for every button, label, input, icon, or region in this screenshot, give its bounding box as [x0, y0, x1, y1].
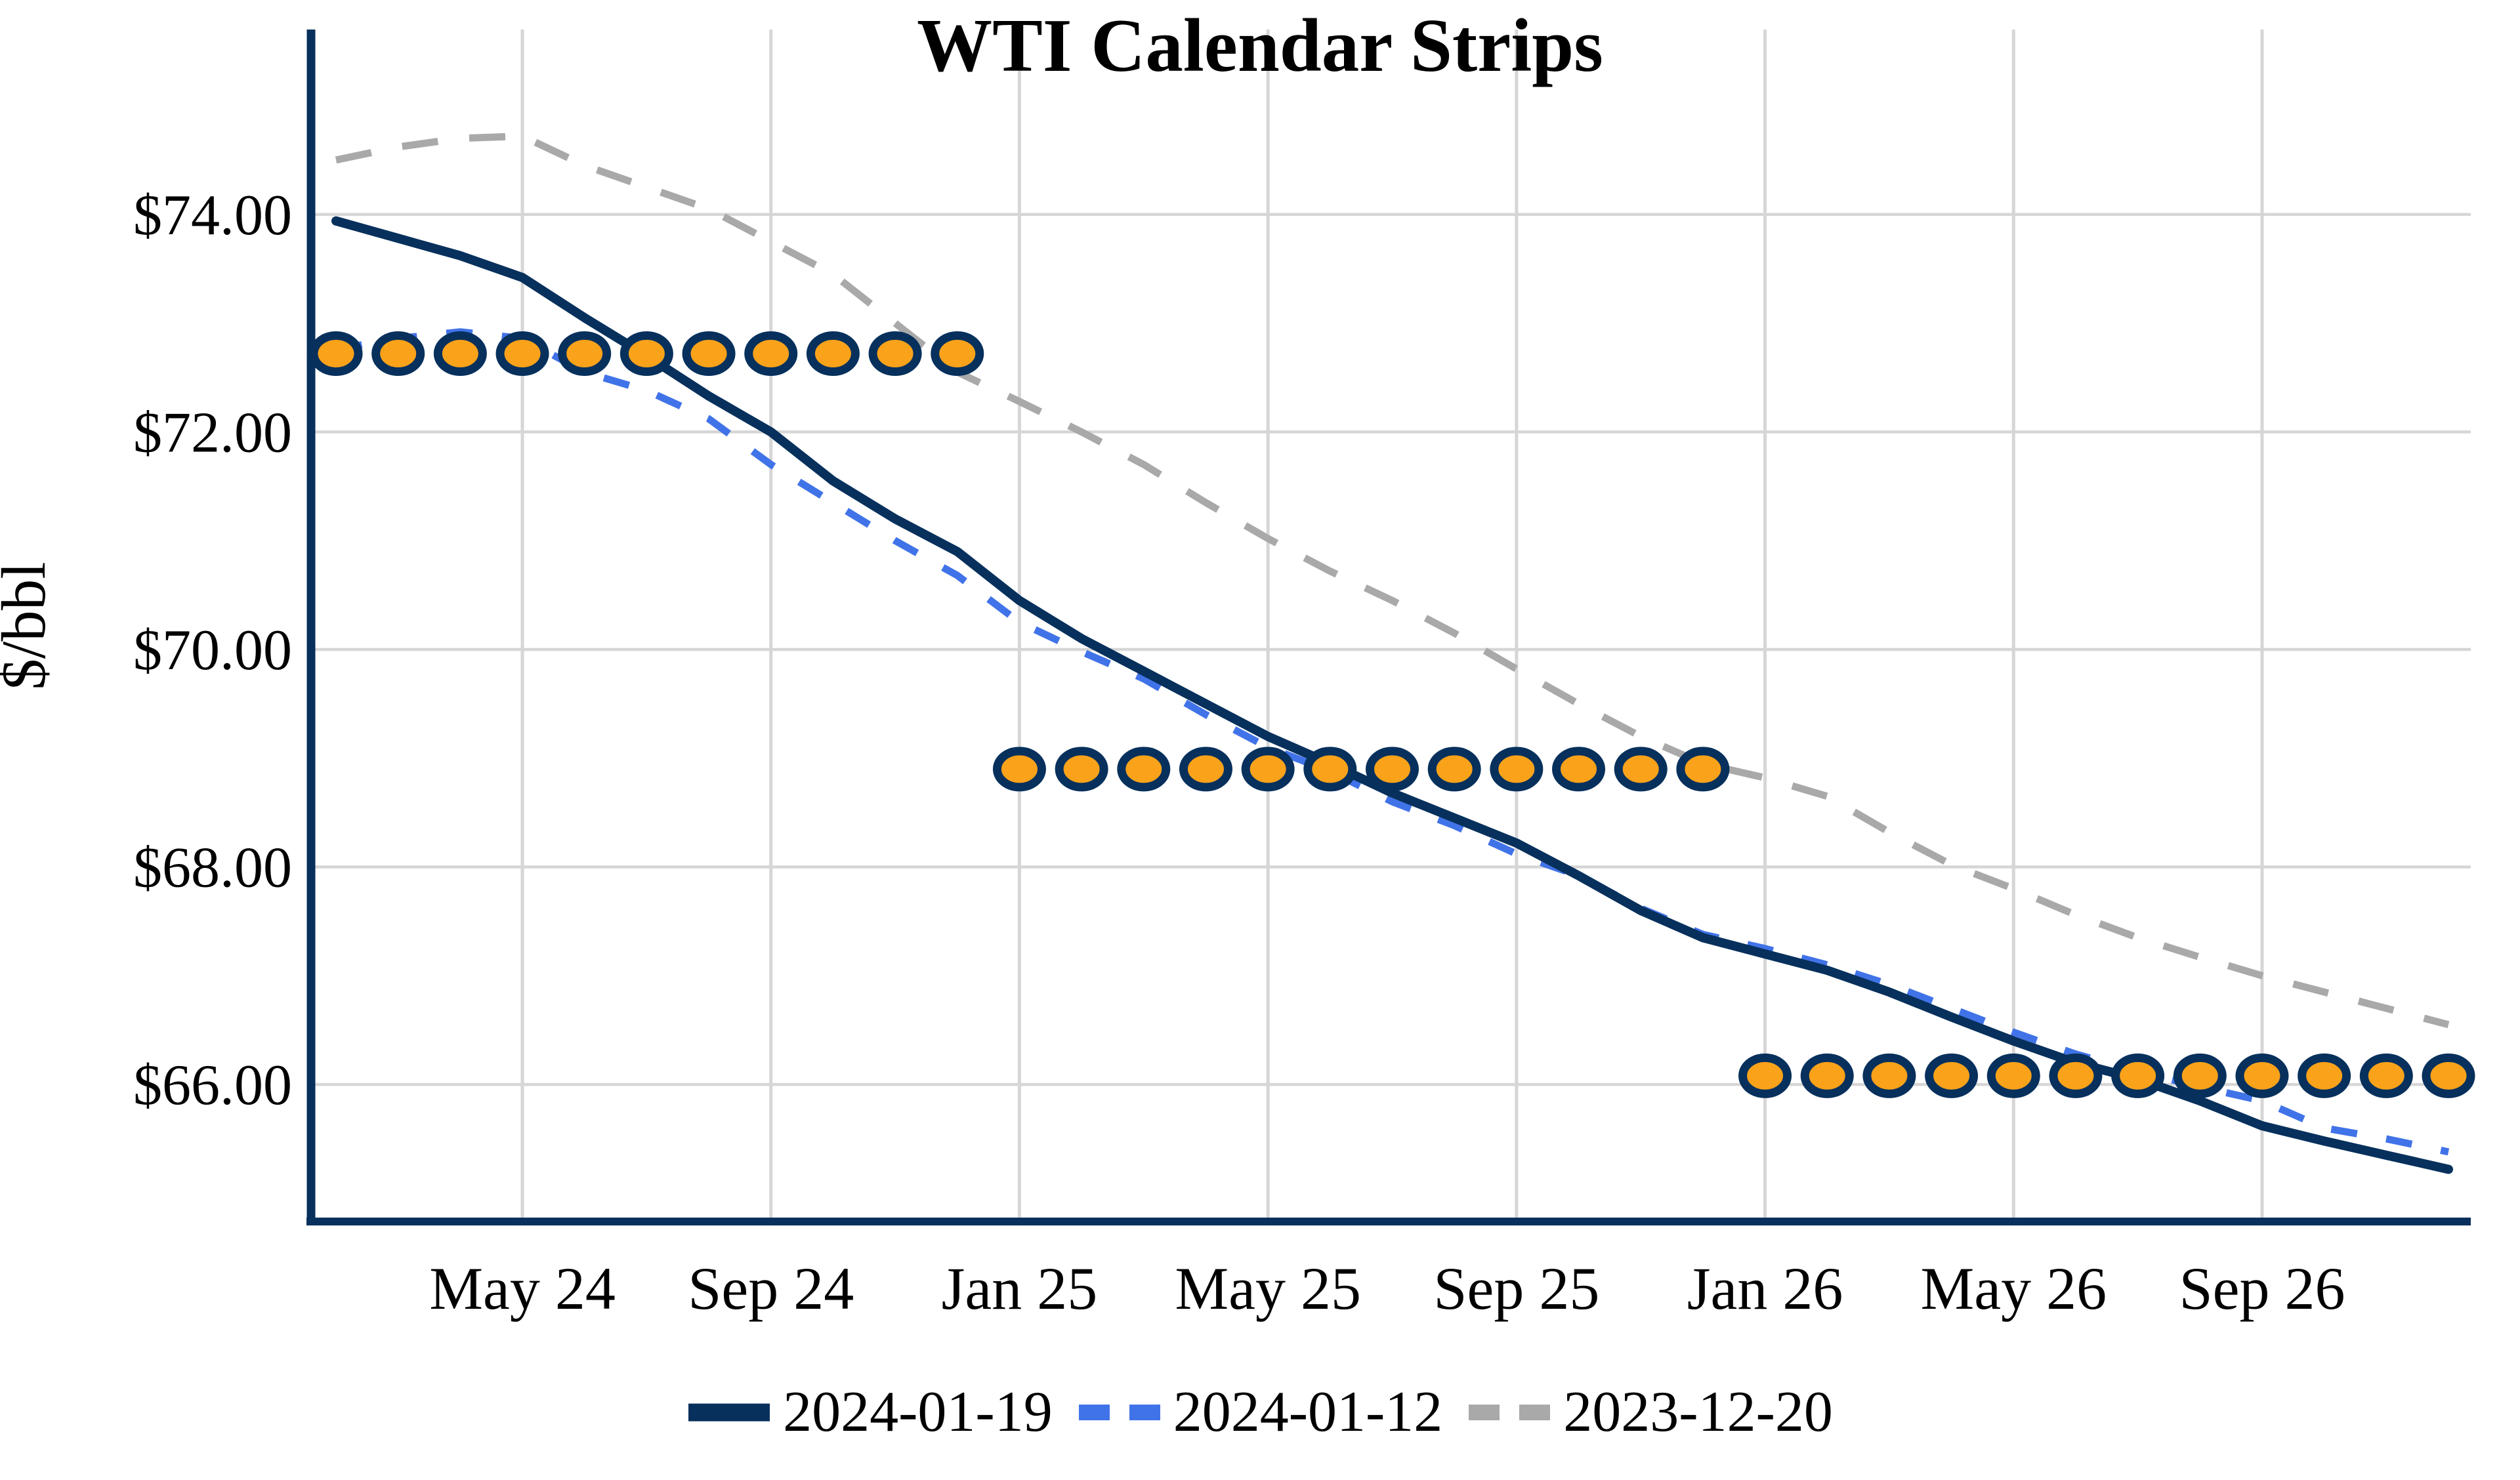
tick-label-layer: $74.00 $72.00 $70.00 $68.00 $66.00 May 24 Sep … [133, 184, 2345, 1322]
strip-dot [309, 331, 363, 377]
strip-dot [1986, 1053, 2040, 1098]
x-tick-label: May 24 [429, 1255, 616, 1322]
strip-dot [2173, 1053, 2227, 1098]
y-tick-label: $66.00 [133, 1054, 292, 1117]
strip-dot [806, 331, 860, 377]
strip-dot [1055, 747, 1108, 792]
y-tick-label: $70.00 [133, 619, 292, 682]
strip-dot [2298, 1053, 2351, 1098]
y-tick-label: $68.00 [133, 836, 292, 899]
legend-label: 2024-01-12 [1173, 1380, 1443, 1444]
legend-dashed-line-swatch [1078, 1405, 1160, 1420]
y-tick-label: $74.00 [133, 184, 292, 247]
chart-title: WTI Calendar Strips [917, 4, 1603, 87]
y-axis-label: $/bbl [0, 562, 58, 689]
grid-layer [311, 30, 2471, 1222]
legend-item-2024-01-12: 2024-01-12 [1078, 1380, 1443, 1444]
strip-dot [2111, 1053, 2165, 1098]
strip-dot [1800, 1053, 1854, 1098]
legend-item-2023-12-20: 2023-12-20 [1467, 1384, 1833, 1441]
series-line-2024-01-12 [335, 328, 2450, 1156]
strip-dot [1925, 1053, 1979, 1098]
legend-solid-line-swatch [688, 1403, 770, 1422]
strip-dot [1614, 747, 1668, 792]
strip-dot [2235, 1053, 2289, 1098]
x-tick-label: May 26 [1920, 1255, 2107, 1322]
x-tick-label: Jan 25 [942, 1255, 1098, 1322]
strip-dot [2422, 1053, 2475, 1098]
strip-dot [1179, 747, 1232, 792]
y-tick-label: $72.00 [133, 401, 292, 464]
strip-dot [682, 331, 736, 377]
x-tick-label: Jan 26 [1687, 1255, 1843, 1322]
strip-dot [1427, 747, 1481, 792]
strip-dot [2359, 1053, 2413, 1098]
strip-dot [868, 331, 922, 377]
chart-legend: 2024-01-19 2024-01-12 2023-12-20 [0, 1376, 2520, 1449]
series-layer [331, 133, 2453, 1174]
strip-dot [558, 331, 612, 377]
strip-dot [744, 331, 798, 377]
strip-dot [1490, 747, 1544, 792]
legend-label: 2024-01-19 [783, 1380, 1053, 1444]
x-tick-label: Sep 25 [1433, 1255, 1599, 1322]
legend-item-2024-01-19: 2024-01-19 [687, 1384, 1053, 1441]
strip-dot [1738, 1053, 1792, 1098]
x-tick-label: May 25 [1175, 1255, 1361, 1322]
legend-label: 2023-12-20 [1563, 1380, 1833, 1444]
strip-dot [1676, 747, 1730, 792]
strip-dot-layer [309, 331, 2475, 1098]
axis-spines [306, 30, 2471, 1225]
strip-dot [1303, 747, 1357, 792]
strip-dot [1366, 747, 1419, 792]
x-tick-label: Sep 26 [2179, 1255, 2345, 1322]
x-tick-label: Sep 24 [688, 1255, 854, 1322]
strip-dot [495, 331, 549, 377]
legend-dashed-line-swatch [1469, 1405, 1551, 1420]
strip-dot [371, 331, 425, 377]
strip-dot [992, 747, 1046, 792]
strip-dot [620, 331, 673, 377]
strip-dot [1862, 1053, 1916, 1098]
strip-dot [2049, 1053, 2103, 1098]
strip-dot [1241, 747, 1295, 792]
strip-dot [1552, 747, 1606, 792]
strip-dot [1117, 747, 1171, 792]
series-line-2023-12-20 [335, 133, 2450, 1029]
strip-dot [433, 331, 487, 377]
strip-dot [931, 331, 984, 377]
